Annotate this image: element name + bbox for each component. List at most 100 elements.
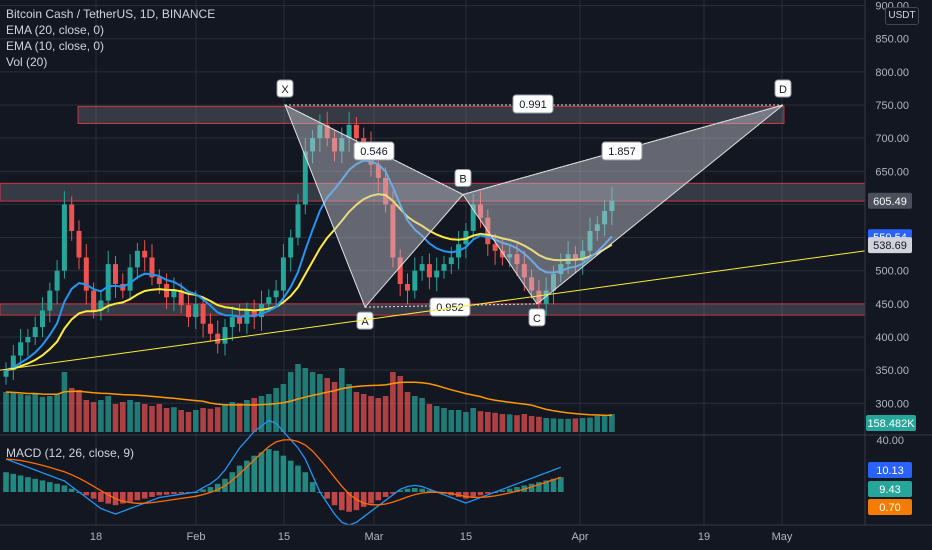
currency-selector[interactable]: USDT xyxy=(885,7,919,25)
candle xyxy=(178,290,184,306)
volume-bar xyxy=(251,398,257,432)
ema10-legend[interactable]: EMA (10, close, 0) xyxy=(6,39,105,53)
volume-bar xyxy=(433,406,440,432)
candle xyxy=(113,264,118,284)
macd-histogram-bar xyxy=(536,482,542,492)
candle xyxy=(499,250,505,258)
volume-bar xyxy=(3,392,9,432)
candle xyxy=(295,204,301,238)
candle xyxy=(171,290,177,298)
volume-bar xyxy=(112,404,119,432)
pattern-point-d xyxy=(774,79,792,98)
candle xyxy=(602,211,608,225)
macd-histogram-bar xyxy=(390,492,396,494)
candle xyxy=(69,204,75,231)
candle xyxy=(200,303,206,324)
price-tick-label: 650.00 xyxy=(875,166,909,178)
volume-bar xyxy=(222,404,228,432)
volume-bar xyxy=(178,410,184,432)
candle xyxy=(594,224,600,231)
symbol-title[interactable]: Bitcoin Cash / TetherUS, 1D, BINANCE xyxy=(6,7,216,21)
candle xyxy=(478,204,483,218)
ema20-legend[interactable]: EMA (20, close, 0) xyxy=(6,23,105,37)
candle xyxy=(361,138,367,145)
macd-histogram-bar xyxy=(17,475,24,492)
candle xyxy=(397,257,403,284)
time-tick-label: 19 xyxy=(698,531,710,543)
macd-histogram-bar xyxy=(470,492,476,497)
candle xyxy=(244,310,250,324)
volume-bar xyxy=(236,403,243,432)
macd-histogram-bar xyxy=(295,465,301,492)
volume-ma-line xyxy=(5,381,612,417)
macd-histogram-bar xyxy=(543,480,549,492)
price-tick-label: 350.00 xyxy=(875,365,909,377)
macd-histogram-bar xyxy=(397,490,403,492)
candle xyxy=(91,290,97,311)
volume-bar xyxy=(120,402,126,432)
volume-bar xyxy=(360,394,367,432)
volume-bar xyxy=(587,417,593,432)
macd-badge-hist-bg xyxy=(868,481,912,497)
volume-bar xyxy=(485,412,491,432)
volume-bar xyxy=(353,392,360,432)
macd-histogram-bar xyxy=(178,492,184,494)
pattern-label-c: C xyxy=(533,313,541,325)
volume-bar xyxy=(404,392,411,432)
ema-lines xyxy=(5,159,613,372)
volume-bar xyxy=(17,394,24,432)
macd-tick-label: 40.00 xyxy=(876,435,904,447)
vol-legend[interactable]: Vol (20) xyxy=(6,55,48,69)
volume-bar xyxy=(214,407,221,432)
ratio-label: 0.991 xyxy=(519,99,547,111)
volume-bar xyxy=(309,372,316,432)
macd-histogram-bar xyxy=(32,478,38,492)
candle xyxy=(273,290,279,298)
macd-histogram-bar xyxy=(120,492,126,504)
volume-bar xyxy=(98,400,104,432)
macd-histogram-bar xyxy=(280,455,287,492)
macd-histogram-bar xyxy=(302,472,309,492)
candle xyxy=(83,257,89,291)
volume-bar xyxy=(455,410,462,432)
volume-bar xyxy=(463,412,469,432)
candle xyxy=(419,264,425,271)
ratio-label-box xyxy=(353,141,395,161)
macd-histogram-bar xyxy=(98,492,104,502)
volume-bar xyxy=(163,408,170,432)
macd-histogram-bar xyxy=(61,485,68,492)
price-tick-label: 750.00 xyxy=(875,100,909,112)
chart-legend: Bitcoin Cash / TetherUS, 1D, BINANCE EMA… xyxy=(6,6,215,70)
candle xyxy=(302,151,308,205)
volume-bar xyxy=(550,418,557,432)
price-badge-last-bg xyxy=(868,192,912,209)
pattern-label-a: A xyxy=(361,316,369,328)
macd-histogram-bar xyxy=(47,482,53,492)
candle xyxy=(280,257,286,291)
pattern-point-x xyxy=(276,79,294,98)
candle xyxy=(514,254,520,265)
pattern-label-d: D xyxy=(779,84,787,96)
macd-histogram-bar xyxy=(266,449,272,492)
macd-histogram-bar xyxy=(550,478,557,492)
volume-bar xyxy=(609,414,615,432)
candle xyxy=(587,230,593,251)
candle xyxy=(193,303,199,318)
candle xyxy=(215,333,221,344)
ratio-label-box xyxy=(512,94,554,114)
volume-bar xyxy=(565,418,571,432)
volume-bar xyxy=(368,396,374,432)
volume-bar xyxy=(536,416,542,432)
volume-bar xyxy=(76,390,82,432)
volume-bar xyxy=(426,404,433,432)
candle xyxy=(237,317,243,324)
candle xyxy=(390,204,396,258)
macd-badge-hist: 9.43 xyxy=(879,484,900,496)
candle xyxy=(251,310,257,318)
volume-bar xyxy=(32,393,38,432)
macd-legend[interactable]: MACD (12, 26, close, 9) xyxy=(6,446,135,460)
macd-histogram-bar xyxy=(412,488,418,492)
pattern-label-x: X xyxy=(281,84,289,96)
macd-histogram-bar xyxy=(207,487,214,492)
